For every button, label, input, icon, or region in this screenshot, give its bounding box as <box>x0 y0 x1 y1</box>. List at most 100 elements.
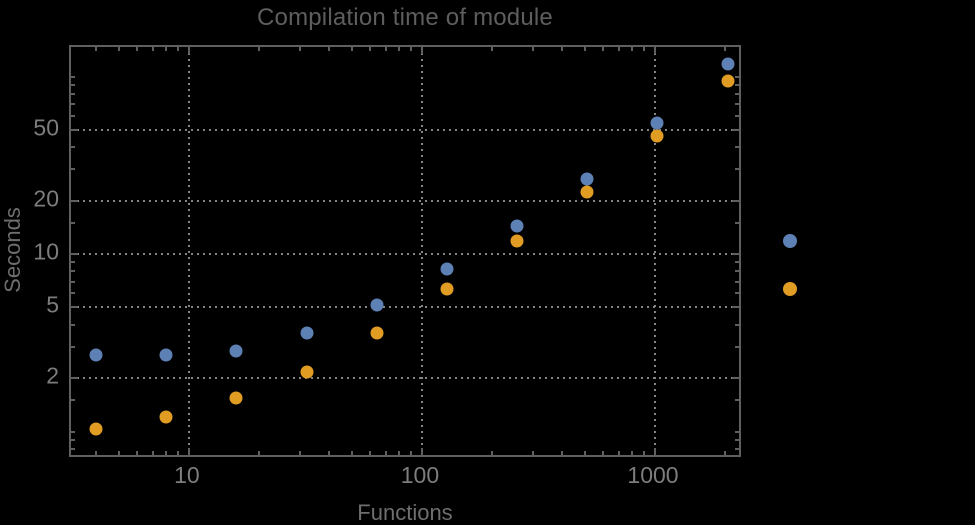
y-tick-minor-100 <box>735 75 739 78</box>
x-tick-minor-400 <box>561 451 564 455</box>
y-tick-minor-7 <box>71 280 75 283</box>
data-point-series-2-x32 <box>300 365 314 379</box>
x-tick-label-1000: 1000 <box>627 462 679 488</box>
x-tick-major-10 <box>187 448 190 455</box>
y-tick-minor-4 <box>735 323 739 326</box>
data-point-series-1-x8 <box>159 348 173 362</box>
gridline-x-1000 <box>653 47 656 455</box>
data-point-series-1-x32 <box>300 326 314 340</box>
data-point-series-2-x16 <box>229 391 243 405</box>
y-tick-minor-0.9 <box>71 438 75 441</box>
data-point-series-2-x2048 <box>721 74 735 88</box>
y-tick-minor-80 <box>71 92 75 95</box>
y-tick-major-20 <box>732 199 739 202</box>
x-axis-label: Functions <box>357 500 453 525</box>
y-tick-minor-30 <box>735 168 739 171</box>
data-point-series-1-x2048 <box>721 57 735 71</box>
y-tick-minor-0.8 <box>71 447 75 450</box>
y-tick-minor-100 <box>71 75 75 78</box>
y-tick-major-2 <box>71 377 78 380</box>
y-tick-minor-0.8 <box>735 447 739 450</box>
x-tick-minor-40 <box>328 451 331 455</box>
x-tick-minor-70 <box>384 451 387 455</box>
data-point-series-2-x8 <box>159 410 173 424</box>
y-tick-minor-6 <box>735 292 739 295</box>
y-tick-minor-90 <box>71 83 75 86</box>
x-tick-minor-8 <box>165 47 168 51</box>
y-tick-minor-3 <box>71 345 75 348</box>
x-tick-minor-70 <box>384 47 387 51</box>
y-tick-major-5 <box>71 306 78 309</box>
gridline-y-20 <box>71 199 739 202</box>
y-tick-major-10 <box>732 253 739 256</box>
x-tick-minor-500 <box>583 451 586 455</box>
y-tick-label-50: 50 <box>33 114 59 141</box>
x-tick-minor-800 <box>631 47 634 51</box>
gridline-y-2 <box>71 377 739 380</box>
x-tick-minor-2000 <box>724 451 727 455</box>
y-tick-minor-9 <box>735 261 739 264</box>
x-tick-minor-4 <box>95 47 98 51</box>
data-point-series-1-x512 <box>580 172 594 186</box>
y-tick-minor-40 <box>71 146 75 149</box>
x-tick-minor-60 <box>369 47 372 51</box>
x-tick-minor-4 <box>95 451 98 455</box>
data-point-series-1-x256 <box>510 219 524 233</box>
y-tick-minor-9 <box>71 261 75 264</box>
x-tick-minor-2000 <box>724 47 727 51</box>
x-tick-minor-200 <box>491 451 494 455</box>
gridline-y-10 <box>71 253 739 256</box>
x-tick-minor-9 <box>177 451 180 455</box>
legend-marker-series-2 <box>783 282 797 296</box>
x-tick-minor-6 <box>136 451 139 455</box>
y-tick-minor-60 <box>735 114 739 117</box>
y-tick-minor-1.5 <box>735 399 739 402</box>
x-tick-minor-80 <box>398 47 401 51</box>
x-tick-minor-300 <box>532 47 535 51</box>
y-tick-minor-3 <box>735 345 739 348</box>
y-tick-minor-0.9 <box>735 438 739 441</box>
y-tick-label-5: 5 <box>46 291 59 318</box>
y-tick-minor-15 <box>71 221 75 224</box>
data-point-series-1-x128 <box>440 262 454 276</box>
y-tick-minor-70 <box>71 103 75 106</box>
y-tick-minor-8 <box>71 270 75 273</box>
y-tick-minor-80 <box>735 92 739 95</box>
y-tick-minor-40 <box>735 146 739 149</box>
legend-marker-series-1 <box>783 234 797 248</box>
y-tick-major-50 <box>732 129 739 131</box>
x-tick-minor-50 <box>350 451 353 455</box>
data-point-series-2-x1024 <box>650 129 664 143</box>
data-point-series-2-x128 <box>440 282 454 296</box>
data-point-series-2-x256 <box>510 234 524 248</box>
x-tick-minor-200 <box>491 47 494 51</box>
x-tick-minor-700 <box>617 47 620 51</box>
y-tick-major-50 <box>71 129 78 131</box>
y-tick-minor-6 <box>71 292 75 295</box>
y-tick-minor-1 <box>71 430 75 433</box>
x-tick-minor-20 <box>258 451 261 455</box>
data-point-series-2-x64 <box>370 326 384 340</box>
x-tick-minor-30 <box>299 451 302 455</box>
x-tick-minor-400 <box>561 47 564 51</box>
x-tick-minor-800 <box>631 451 634 455</box>
x-tick-minor-90 <box>410 47 413 51</box>
data-point-series-2-x4 <box>89 422 103 436</box>
y-tick-major-20 <box>71 199 78 202</box>
x-tick-minor-60 <box>369 451 372 455</box>
x-tick-minor-7 <box>151 47 154 51</box>
y-tick-major-5 <box>732 306 739 309</box>
x-tick-minor-300 <box>532 451 535 455</box>
x-tick-minor-8 <box>165 451 168 455</box>
y-tick-minor-8 <box>735 270 739 273</box>
y-tick-minor-90 <box>735 83 739 86</box>
data-point-series-1-x64 <box>370 298 384 312</box>
y-tick-minor-60 <box>71 114 75 117</box>
x-tick-minor-7 <box>151 451 154 455</box>
x-tick-label-10: 10 <box>174 462 200 488</box>
gridline-y-50 <box>71 129 739 131</box>
x-tick-minor-900 <box>643 47 646 51</box>
x-tick-minor-700 <box>617 451 620 455</box>
y-tick-minor-30 <box>71 168 75 171</box>
